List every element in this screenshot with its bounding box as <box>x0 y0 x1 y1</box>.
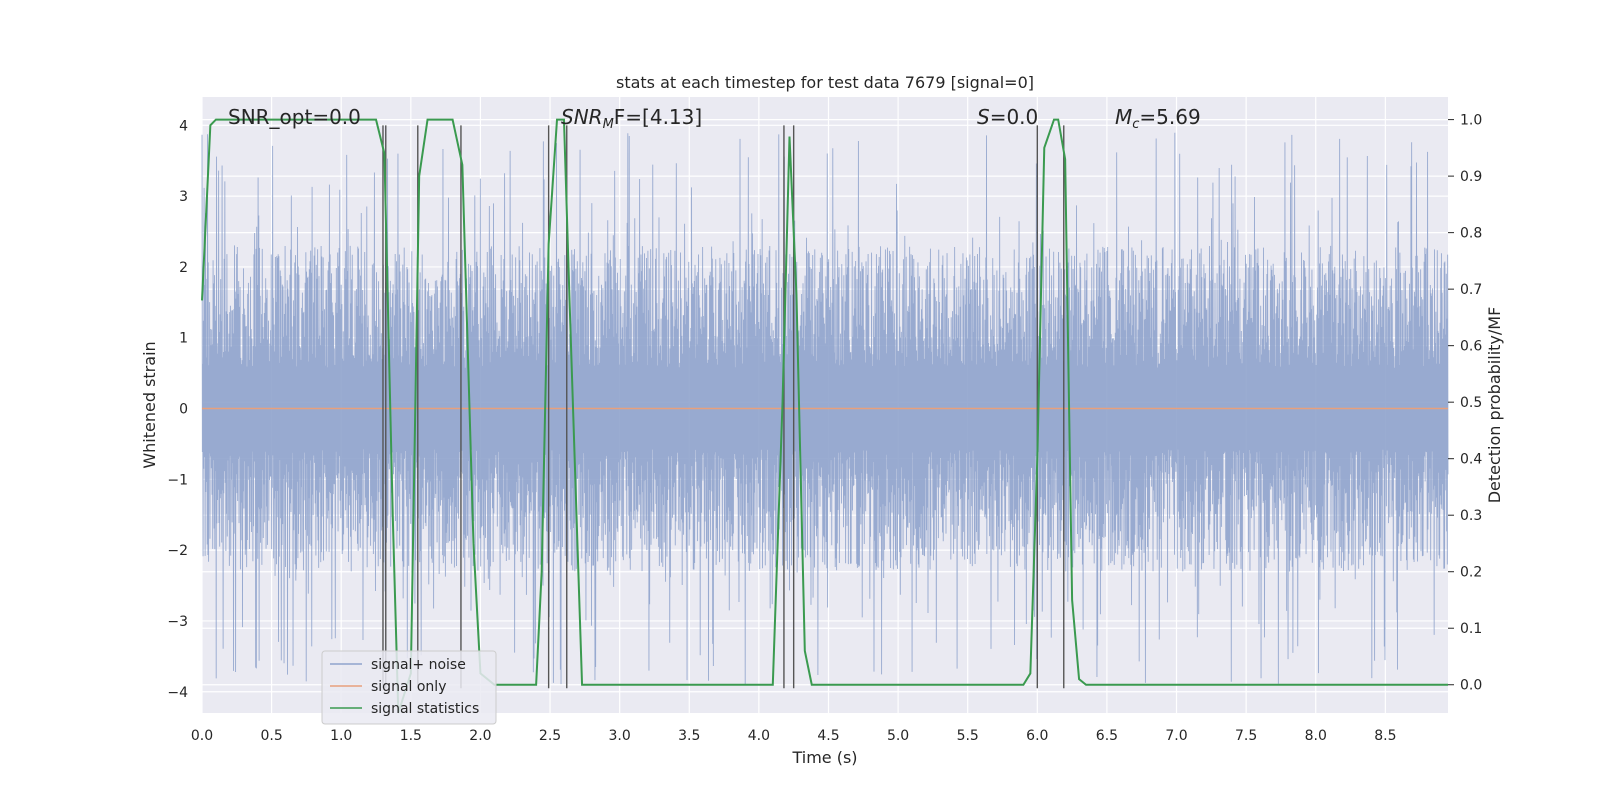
x-tick-label: 6.5 <box>1096 728 1118 744</box>
y-tick-label: −4 <box>167 685 188 701</box>
x-tick-label: 6.0 <box>1026 728 1048 744</box>
x-axis-label: Time (s) <box>791 748 857 767</box>
x-tick-label: 8.0 <box>1305 728 1327 744</box>
x-axis-ticks: 0.0 0.5 1.0 1.5 2.0 2.5 3.0 3.5 4.0 4.5 5.0 5.5 6.0 6… <box>191 728 1397 744</box>
y2-tick-label: 0.8 <box>1460 226 1482 242</box>
y-axis-ticks: −4 −3 −2 −1 0 1 2 3 4 <box>167 118 188 700</box>
legend-label-signal-only: signal only <box>371 679 446 695</box>
series-signal-plus-noise <box>201 132 1449 685</box>
x-tick-label: 5.0 <box>887 728 909 744</box>
y2-axis-ticks: 0.0 0.1 0.2 0.3 0.4 0.5 0.6 0.7 0.8 0.9 1.0 <box>1448 113 1482 694</box>
annotation-mc: Mc=5.69 <box>1115 105 1201 132</box>
y-tick-label: 0 <box>179 402 188 418</box>
x-tick-label: 1.0 <box>330 728 352 744</box>
annotation-snr-mf-sub: M <box>603 117 614 132</box>
y2-tick-label: 0.0 <box>1460 678 1482 694</box>
annotation-s-var: S <box>977 105 990 129</box>
x-tick-label: 7.5 <box>1235 728 1257 744</box>
y2-tick-label: 1.0 <box>1460 113 1482 129</box>
vertical-markers <box>382 125 1065 689</box>
y2-axis-label: Detection probability/MF <box>1485 307 1504 504</box>
y-tick-label: 1 <box>179 331 188 347</box>
x-tick-label: 5.5 <box>957 728 979 744</box>
y-tick-label: −1 <box>167 472 188 488</box>
y2-tick-label: 0.2 <box>1460 565 1482 581</box>
x-tick-label: 8.5 <box>1374 728 1396 744</box>
y2-tick-label: 0.1 <box>1460 621 1482 637</box>
y2-tick-label: 0.5 <box>1460 395 1482 411</box>
annotation-mc-sub: c <box>1132 117 1139 132</box>
y2-tick-label: 0.6 <box>1460 339 1482 355</box>
annotation-snr-mf-rest: F=[4.13] <box>614 105 702 129</box>
y2-tick-label: 0.9 <box>1460 169 1482 185</box>
y-tick-label: −3 <box>167 614 188 630</box>
x-tick-label: 3.5 <box>678 728 700 744</box>
chart-title: stats at each timestep for test data 767… <box>616 73 1034 92</box>
annotation-snr-mf: SNRMF=[4.13] <box>561 105 702 132</box>
annotation-snr-opt: SNR_opt=0.0 <box>228 105 361 129</box>
y2-tick-label: 0.7 <box>1460 282 1482 298</box>
x-tick-label: 3.0 <box>609 728 631 744</box>
x-tick-label: 7.0 <box>1165 728 1187 744</box>
annotation-s-rest: =0.0 <box>990 105 1039 129</box>
legend-box <box>321 650 497 725</box>
y-tick-label: 4 <box>179 118 188 134</box>
y-tick-label: −2 <box>167 543 188 559</box>
annotation-s: S=0.0 <box>977 105 1038 129</box>
legend-label-signal-plus-noise: signal+ noise <box>371 657 466 673</box>
signal-plus-noise-line <box>201 132 1449 685</box>
x-tick-label: 2.0 <box>469 728 491 744</box>
legend: signal+ noise signal only signal statist… <box>321 650 497 725</box>
y-axis-label: Whitened strain <box>140 341 159 468</box>
annotation-snr-mf-base: SNR <box>561 105 603 129</box>
x-tick-label: 0.5 <box>260 728 282 744</box>
x-tick-label: 4.5 <box>817 728 839 744</box>
annotation-mc-rest: =5.69 <box>1139 105 1200 129</box>
y2-tick-label: 0.4 <box>1460 452 1482 468</box>
x-tick-label: 1.5 <box>400 728 422 744</box>
y-tick-label: 3 <box>179 189 188 205</box>
y2-tick-label: 0.3 <box>1460 508 1482 524</box>
x-tick-label: 4.0 <box>748 728 770 744</box>
legend-label-signal-statistics: signal statistics <box>371 701 479 717</box>
x-tick-label: 0.0 <box>191 728 213 744</box>
y-tick-label: 2 <box>179 260 188 276</box>
x-tick-label: 2.5 <box>539 728 561 744</box>
annotation-mc-var: M <box>1115 105 1132 129</box>
